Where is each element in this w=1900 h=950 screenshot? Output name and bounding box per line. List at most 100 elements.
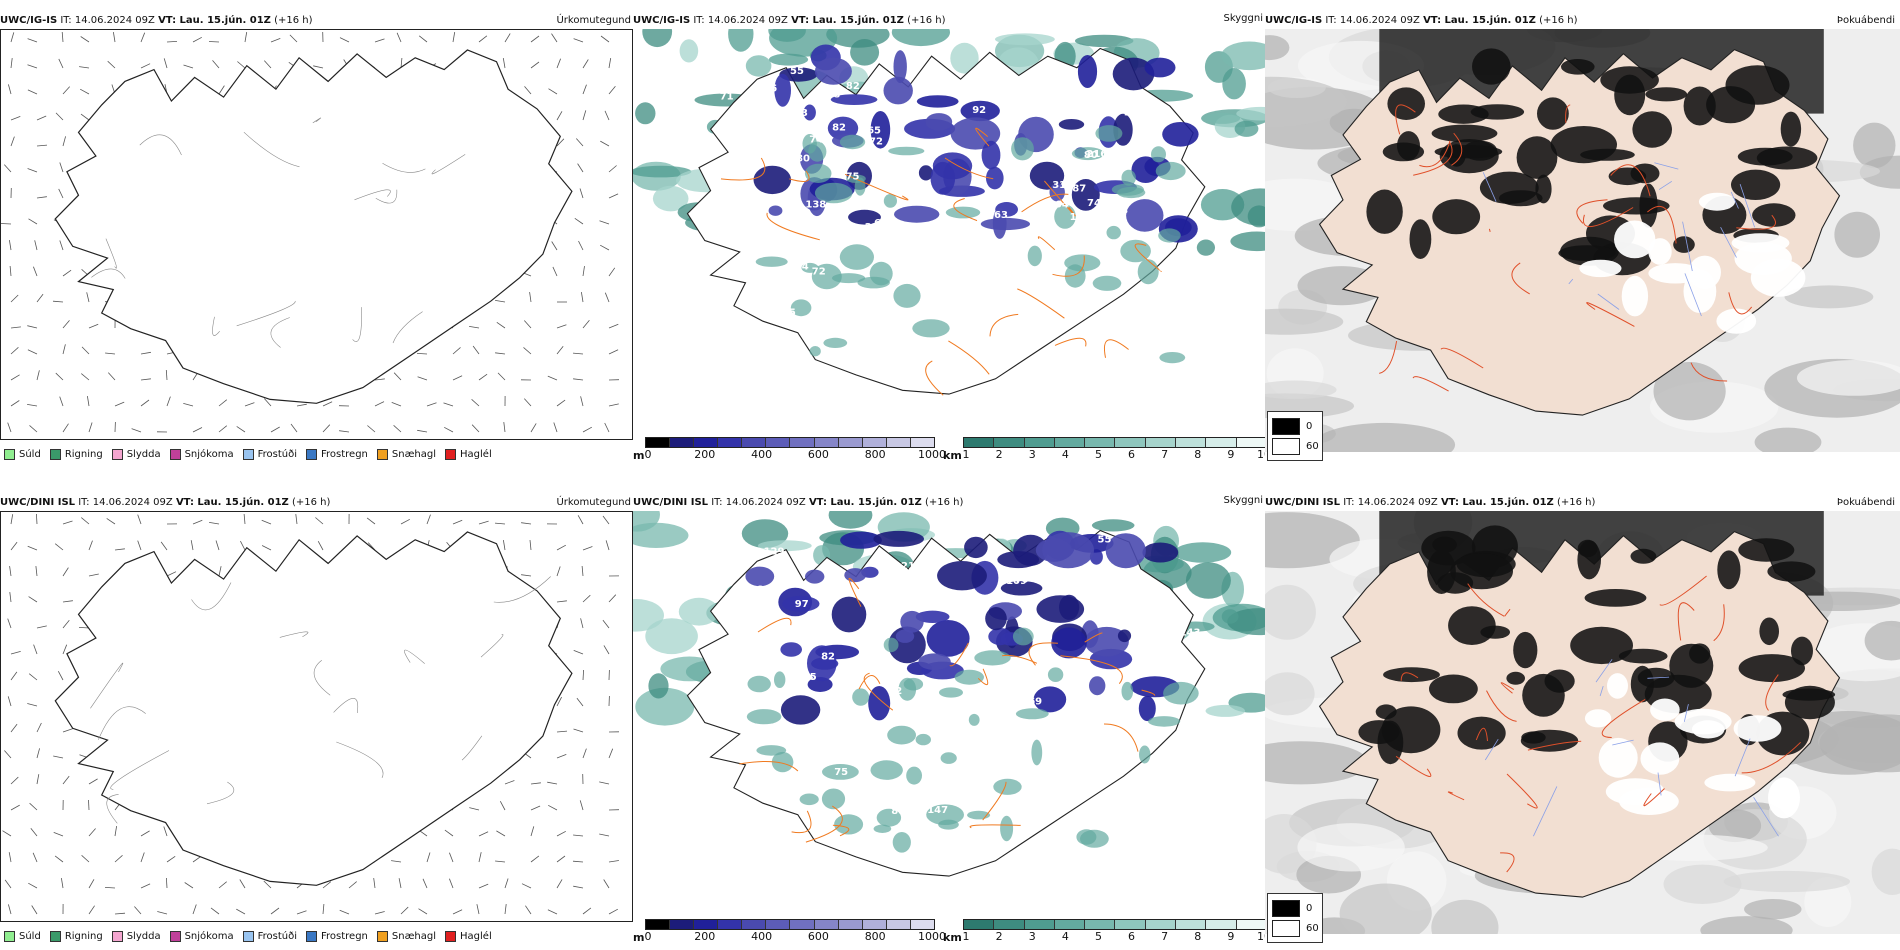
cloud-base-label: 45	[803, 672, 817, 683]
legend-label: Frostúði	[257, 448, 297, 460]
road-lines	[1379, 104, 1777, 392]
colorbar-cell	[1085, 438, 1116, 447]
colorbar-cell	[838, 438, 863, 447]
colorbar-cell	[910, 920, 934, 929]
colorbar-tick-label: 5	[1094, 930, 1102, 943]
precip-legend-item: Frostúði	[242, 448, 297, 460]
precip-map[interactable]	[0, 511, 633, 922]
fog-legend-label: 60	[1306, 441, 1319, 452]
cloud-visibility-map[interactable]: 121 147 55 70 88 89 82 119 97 86 81 143 83 79 82 75 84 10…	[633, 511, 1265, 911]
cloud-visibility-map[interactable]: 337 216 105 58 55 63 63 68 116 281 109 82 80 138 89 75 8…	[633, 29, 1265, 429]
legend-swatch	[169, 930, 181, 942]
colorbar-cell	[1054, 920, 1086, 929]
colorbar-tick-label: 8	[1194, 930, 1202, 943]
colorbar-cell	[742, 920, 767, 929]
cloud-base-label: 121	[894, 561, 915, 572]
legend-swatch	[111, 930, 123, 942]
colorbar-cell	[766, 920, 791, 929]
cloud-base-label: 83	[1041, 798, 1055, 809]
valid-time: VT: Lau. 15.jún. 01Z	[1423, 15, 1536, 26]
fog-legend-swatch	[1272, 900, 1300, 917]
cloud-base-label: 86	[1088, 212, 1102, 223]
cloud-base-label: 64	[1055, 200, 1069, 211]
fog-legend-item: 0	[1272, 900, 1312, 917]
legend-label: Haglél	[460, 930, 492, 942]
legend-swatch	[242, 448, 254, 460]
colorbar-cell	[838, 920, 863, 929]
cloud-base-label: 87	[898, 319, 912, 330]
init-time: IT: 14.06.2024 09Z	[1343, 497, 1438, 508]
fog-legend: 0 60	[1267, 893, 1323, 943]
cloud-base-label: 72	[812, 266, 826, 277]
colorbar-cell	[1054, 438, 1086, 447]
colorbar-cell	[1145, 920, 1177, 929]
valid-time: VT: Lau. 15.jún. 01Z	[158, 15, 271, 26]
precip-legend: Súld Rigning Slydda Snjókoma Frostúði Frostre…	[0, 925, 633, 947]
legend-swatch	[111, 448, 123, 460]
river-lines	[1484, 659, 1779, 837]
cloud-base-field	[745, 530, 1199, 853]
fog-legend-swatch	[1272, 418, 1300, 435]
lead-time: (+16 h)	[1556, 497, 1596, 508]
colorbar-cell	[670, 438, 695, 447]
panel-title: Þokuábendi	[1836, 15, 1895, 26]
colorbar-cell	[1206, 920, 1237, 929]
legend-swatch	[4, 930, 15, 942]
cloud-base-label: 54	[795, 262, 809, 273]
cloud-base-label: 55	[1098, 534, 1112, 545]
colorbar-cell	[910, 438, 934, 447]
precip-map[interactable]	[0, 29, 633, 440]
colorbar-tick-label: 3	[1028, 448, 1036, 461]
fog-map[interactable]	[1265, 511, 1900, 934]
colorbar-cell	[718, 920, 743, 929]
colorbar-strip	[963, 919, 1267, 930]
colorbar-cell	[814, 438, 839, 447]
fog-legend-item: 60	[1272, 438, 1319, 455]
cloud-base-labels: 337 216 105 58 55 63 63 68 116 281 109 82 80 138 89 75 8…	[720, 52, 1175, 343]
colorbar-cell	[1115, 920, 1146, 929]
cloud-base-label: 82	[821, 652, 835, 663]
colorbar-cell	[814, 920, 839, 929]
visibility-colorbar: km 1 2 3 4 5 6 7 8 9 10	[943, 437, 1271, 463]
colorbar-cell	[718, 438, 743, 447]
fog-legend-label: 0	[1306, 903, 1313, 914]
valid-time: VT: Lau. 15.jún. 01Z	[1440, 497, 1554, 508]
fog-legend-item: 0	[1272, 418, 1312, 435]
cloud-base-label: 89	[1159, 263, 1173, 274]
precip-legend-item: Snjókoma	[169, 448, 234, 460]
colorbar-unit: m	[633, 449, 645, 462]
cloud-base-label: 74	[1087, 198, 1101, 209]
cloud-base-label: 58	[931, 84, 945, 95]
precip-legend-item: Rigning	[49, 448, 103, 460]
colorbar-tick-label: 6	[1128, 930, 1136, 943]
road-lines	[1395, 575, 1801, 873]
legend-swatch	[4, 448, 15, 460]
cloud-base-label: 92	[972, 105, 986, 116]
legend-label: Haglél	[460, 448, 492, 460]
cloud-base-label: 82	[846, 81, 860, 92]
legend-swatch	[376, 930, 388, 942]
cloud-base-label: 97	[795, 599, 809, 610]
panel-header: UWC/IG-IS IT: 14.06.2024 09Z VT: Lau. 15…	[633, 13, 1265, 29]
road-lines	[90, 576, 551, 824]
colorbar-cell	[1176, 438, 1207, 447]
coastline	[54, 49, 573, 404]
legend-swatch	[49, 930, 61, 942]
fog-map[interactable]	[1265, 29, 1900, 452]
cloud-base-label: 75	[834, 767, 848, 778]
valid-time: VT: Lau. 15.jún. 01Z	[808, 497, 922, 508]
colorbar-cell	[766, 438, 791, 447]
colorbar-tick-label: 0	[644, 930, 652, 943]
cloud-base-label: 63	[994, 210, 1008, 221]
cloud-base-label: 69	[1046, 253, 1060, 264]
precip-legend-item: Rigning	[49, 930, 103, 942]
colorbar-tick-label: 4	[1061, 448, 1069, 461]
colorbar-cell	[646, 920, 671, 929]
legend-swatch	[169, 448, 181, 460]
colorbar-cell	[1236, 438, 1266, 447]
legend-label: Slydda	[126, 448, 161, 460]
colorbar-tick-label: 400	[751, 930, 773, 943]
colorbar-strip	[645, 919, 935, 930]
colorbar-tick-label: 7	[1161, 930, 1169, 943]
colorbar-tick-label: 2	[995, 930, 1003, 943]
